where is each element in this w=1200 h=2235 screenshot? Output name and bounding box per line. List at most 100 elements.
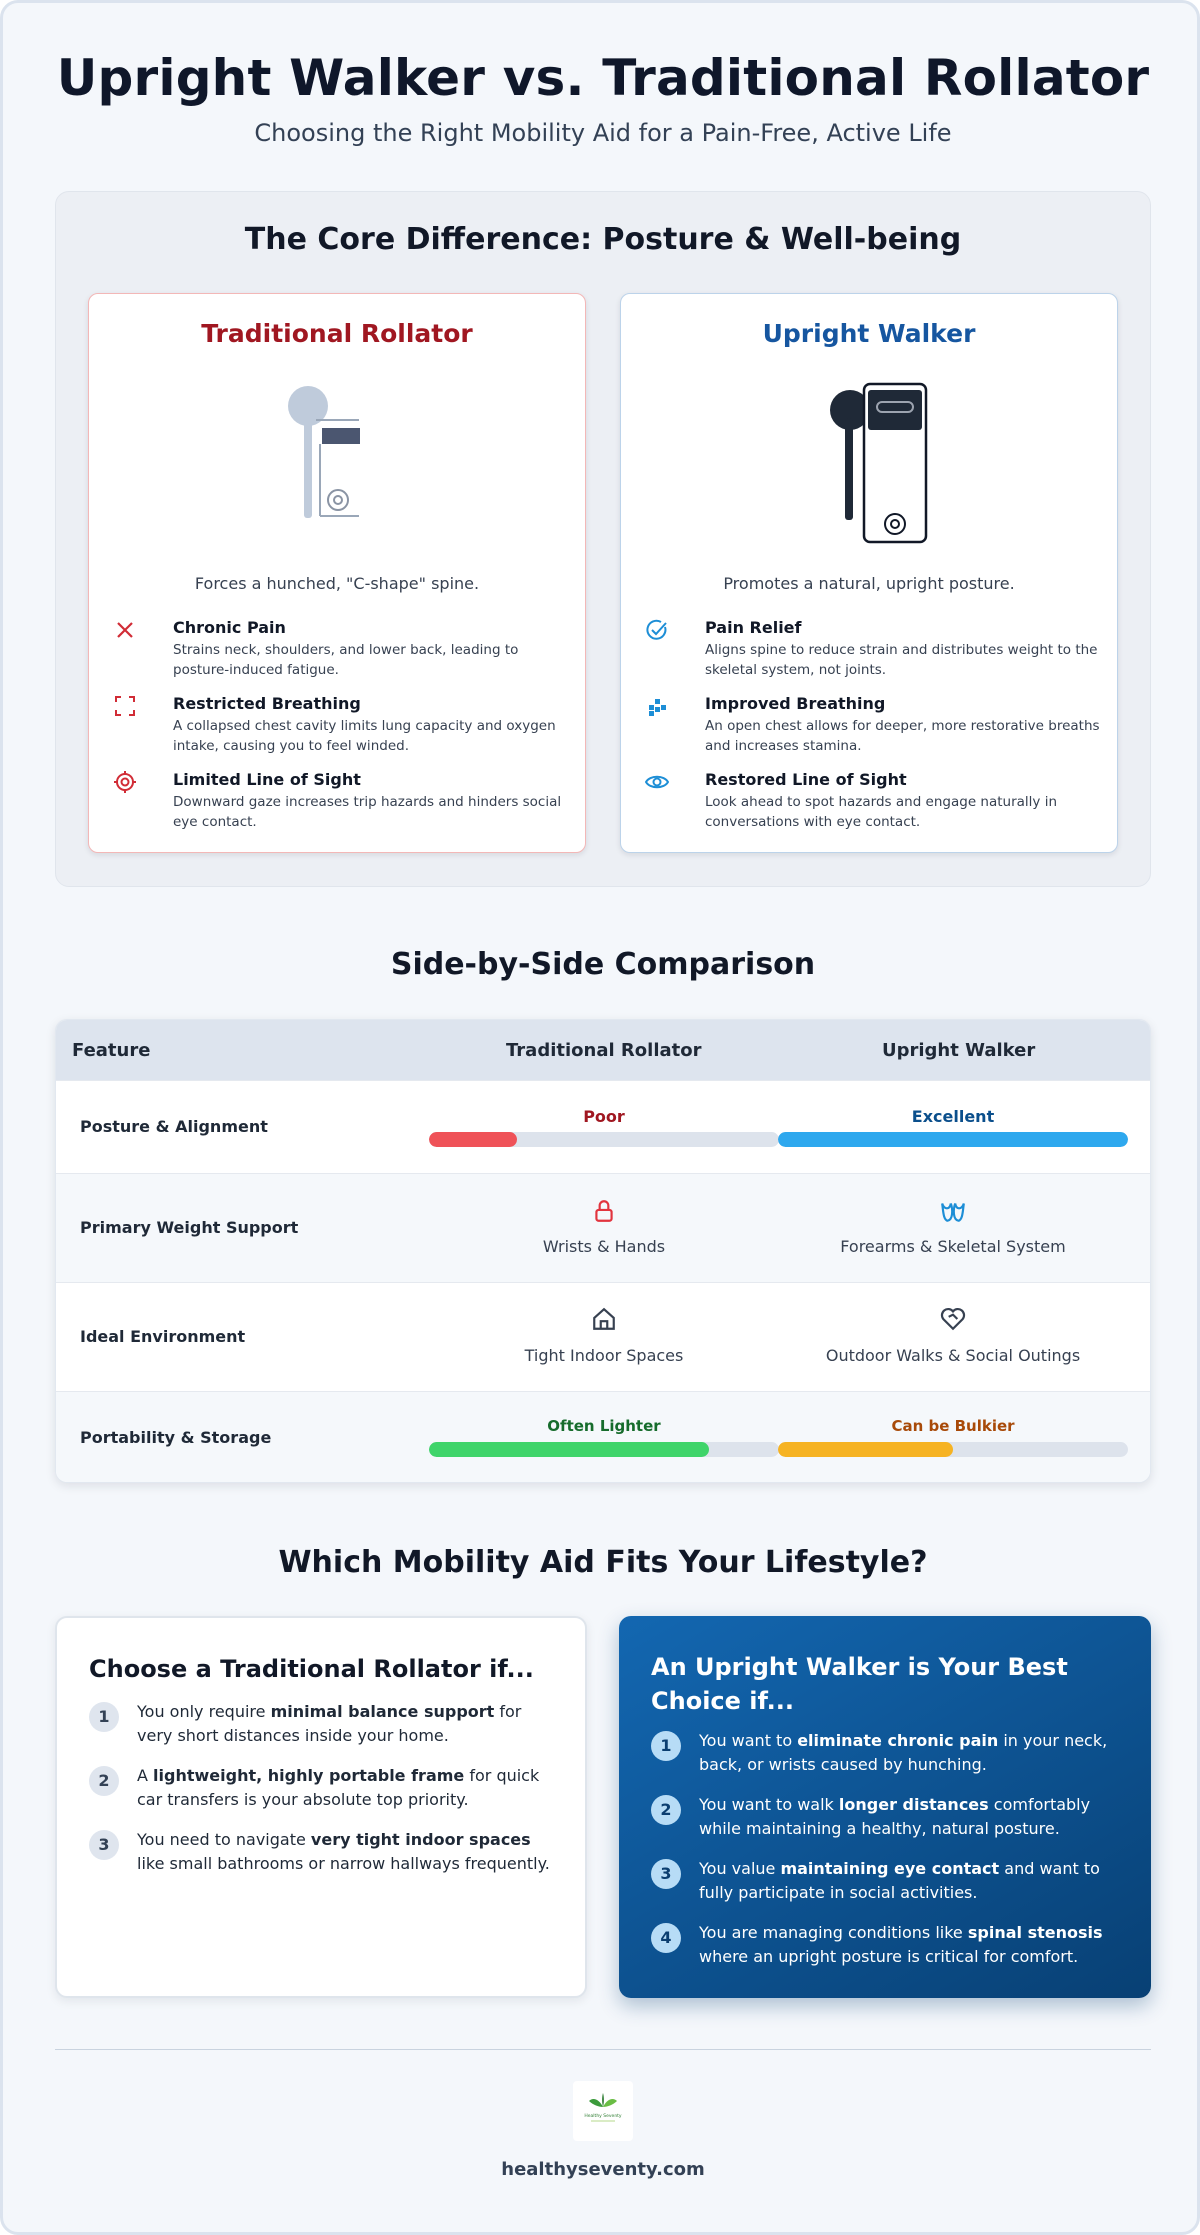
point-desc: Downward gaze increases trip hazards and… [173, 794, 562, 830]
step-number-badge: 2 [651, 1795, 681, 1825]
lungs-icon [649, 699, 666, 716]
site-url[interactable]: healthyseventy.com [501, 2159, 705, 2180]
upright-posture-rating: Excellent [778, 1107, 1128, 1147]
item-text: You value maintaining eye contact and wa… [699, 1857, 1119, 1905]
lifestyle-title: Which Mobility Aid Fits Your Lifestyle? [278, 1545, 928, 1580]
compress-icon [115, 696, 135, 716]
item-text-tail: in your neck, back, or wrists caused by … [699, 1731, 1108, 1774]
item-text: You only require minimal balance support… [137, 1700, 557, 1748]
step-number-badge: 2 [89, 1766, 119, 1796]
rating-label: Often Lighter [547, 1417, 661, 1435]
rating-track [429, 1442, 779, 1457]
rating-label: Poor [583, 1107, 625, 1126]
rating-fill [778, 1442, 953, 1457]
rating-label: Can be Bulkier [891, 1417, 1015, 1435]
card-title: Choose a Traditional Rollator if... [89, 1655, 534, 1683]
footer-divider [55, 2049, 1151, 2050]
row-label: Posture & Alignment [80, 1117, 268, 1136]
rating-fill [429, 1132, 517, 1147]
table-row-weight: Primary Weight Support Wrists & Hands Fo… [56, 1173, 1150, 1282]
item-text-lead: A [137, 1766, 154, 1785]
item-text: You are managing conditions like spinal … [699, 1921, 1119, 1969]
item-text-emphasis: longer distances [838, 1795, 989, 1814]
point-desc: Look ahead to spot hazards and engage na… [705, 794, 1058, 830]
posture-caption: Forces a hunched, "C-shape" spine. [194, 574, 480, 593]
item-text: You want to walk longer distances comfor… [699, 1793, 1119, 1841]
heart-handshake-icon [940, 1307, 966, 1331]
upright-portability-rating: Can be Bulkier [778, 1417, 1128, 1457]
check-circle-icon [646, 619, 667, 640]
rollator-posture-rating: Poor [429, 1107, 779, 1147]
item-text-lead: You need to navigate [137, 1830, 311, 1849]
rating-track [429, 1132, 779, 1147]
header-rollator: Traditional Rollator [506, 1040, 702, 1061]
table-row-posture: Posture & Alignment Poor Excellent [56, 1080, 1150, 1173]
point-desc: Strains neck, shoulders, and lower back,… [173, 642, 519, 678]
point-desc: An open chest allows for deeper, more re… [705, 718, 1100, 754]
item-text: You need to navigate very tight indoor s… [137, 1828, 557, 1876]
upright-walker-card: Upright Walker Promotes a natural, uprig… [620, 293, 1118, 853]
point-desc: A collapsed chest cavity limits lung cap… [173, 718, 556, 754]
header-feature: Feature [72, 1040, 151, 1061]
upright-fit-card: An Upright Walker is Your Best Choice if… [619, 1616, 1151, 1998]
house-icon [593, 1307, 615, 1330]
rollator-fit-card: Choose a Traditional Rollator if... 1 You… [55, 1616, 587, 1998]
step-number-badge: 3 [651, 1859, 681, 1889]
rating-track [778, 1442, 1128, 1457]
cell-text: Wrists & Hands [542, 1237, 666, 1256]
item-text-lead: You want to [699, 1731, 798, 1750]
healthy-seventy-logo: Healthy Seventy [573, 2081, 633, 2141]
item-text-lead: You are managing conditions like [699, 1923, 968, 1942]
page-title: Upright Walker vs. Traditional Rollator [56, 49, 1150, 107]
cell-text: Tight Indoor Spaces [524, 1346, 684, 1365]
item-text-emphasis: minimal balance support [270, 1702, 495, 1721]
card-title: Traditional Rollator [201, 319, 473, 348]
cell-text: Forearms & Skeletal System [840, 1237, 1066, 1256]
item-text-emphasis: eliminate chronic pain [797, 1731, 999, 1750]
upright-walker-illustration [830, 382, 928, 544]
core-difference-section: The Core Difference: Posture & Well-bein… [55, 191, 1151, 887]
rating-track [778, 1132, 1128, 1147]
item-text-lead: You only require [137, 1702, 271, 1721]
x-icon [117, 622, 133, 638]
point-title: Chronic Pain [173, 618, 286, 637]
table-row-portability: Portability & Storage Often Lighter Can … [56, 1391, 1150, 1482]
point-desc: Aligns spine to reduce strain and distri… [705, 642, 1098, 678]
page-subtitle: Choosing the Right Mobility Aid for a Pa… [254, 119, 952, 147]
item-text-tail: for very short distances inside your hom… [137, 1702, 522, 1745]
point-title: Pain Relief [705, 618, 802, 637]
card-title: An Upright Walker is Your Best Choice if… [651, 1653, 1068, 1715]
hunched-rollator-illustration [288, 386, 360, 518]
comparison-table: Feature Traditional Rollator Upright Wal… [55, 1019, 1151, 1483]
rating-fill [778, 1132, 1128, 1147]
comparison-title: Side-by-Side Comparison [390, 947, 816, 982]
item-text-tail: and want to fully participate in social … [699, 1859, 1100, 1902]
step-number-badge: 1 [651, 1731, 681, 1761]
row-label: Ideal Environment [80, 1327, 246, 1346]
section-title: The Core Difference: Posture & Well-bein… [244, 222, 962, 257]
step-number-badge: 3 [89, 1830, 119, 1860]
item-text-tail: where an upright posture is critical for… [699, 1947, 1079, 1966]
item-text-emphasis: lightweight, highly portable frame [153, 1766, 465, 1785]
item-text-emphasis: spinal stenosis [967, 1923, 1103, 1942]
point-title: Limited Line of Sight [173, 770, 361, 789]
row-label: Primary Weight Support [80, 1218, 299, 1237]
eye-icon [645, 775, 669, 789]
page-header: Upright Walker vs. Traditional Rollator … [3, 49, 1200, 147]
item-text-emphasis: maintaining eye contact [780, 1859, 1000, 1878]
item-text-lead: You value [699, 1859, 781, 1878]
lock-icon [595, 1200, 613, 1222]
logo-text: Healthy Seventy [584, 2113, 622, 2119]
item-text-tail: like small bathrooms or narrow hallways … [137, 1854, 550, 1873]
table-row-environment: Ideal Environment Tight Indoor Spaces Ou… [56, 1282, 1150, 1391]
rating-fill [429, 1442, 709, 1457]
item-text-emphasis: very tight indoor spaces [310, 1830, 531, 1849]
eye-slash-icon [114, 771, 136, 793]
rollator-portability-rating: Often Lighter [429, 1417, 779, 1457]
item-text-tail: comfortably while maintaining a healthy,… [699, 1795, 1091, 1838]
rating-label: Excellent [911, 1107, 995, 1126]
item-text-tail: for quick car transfers is your absolute… [137, 1766, 540, 1809]
cell-text: Outdoor Walks & Social Outings [825, 1346, 1081, 1365]
posture-caption: Promotes a natural, upright posture. [723, 574, 1015, 593]
step-number-badge: 4 [651, 1923, 681, 1953]
